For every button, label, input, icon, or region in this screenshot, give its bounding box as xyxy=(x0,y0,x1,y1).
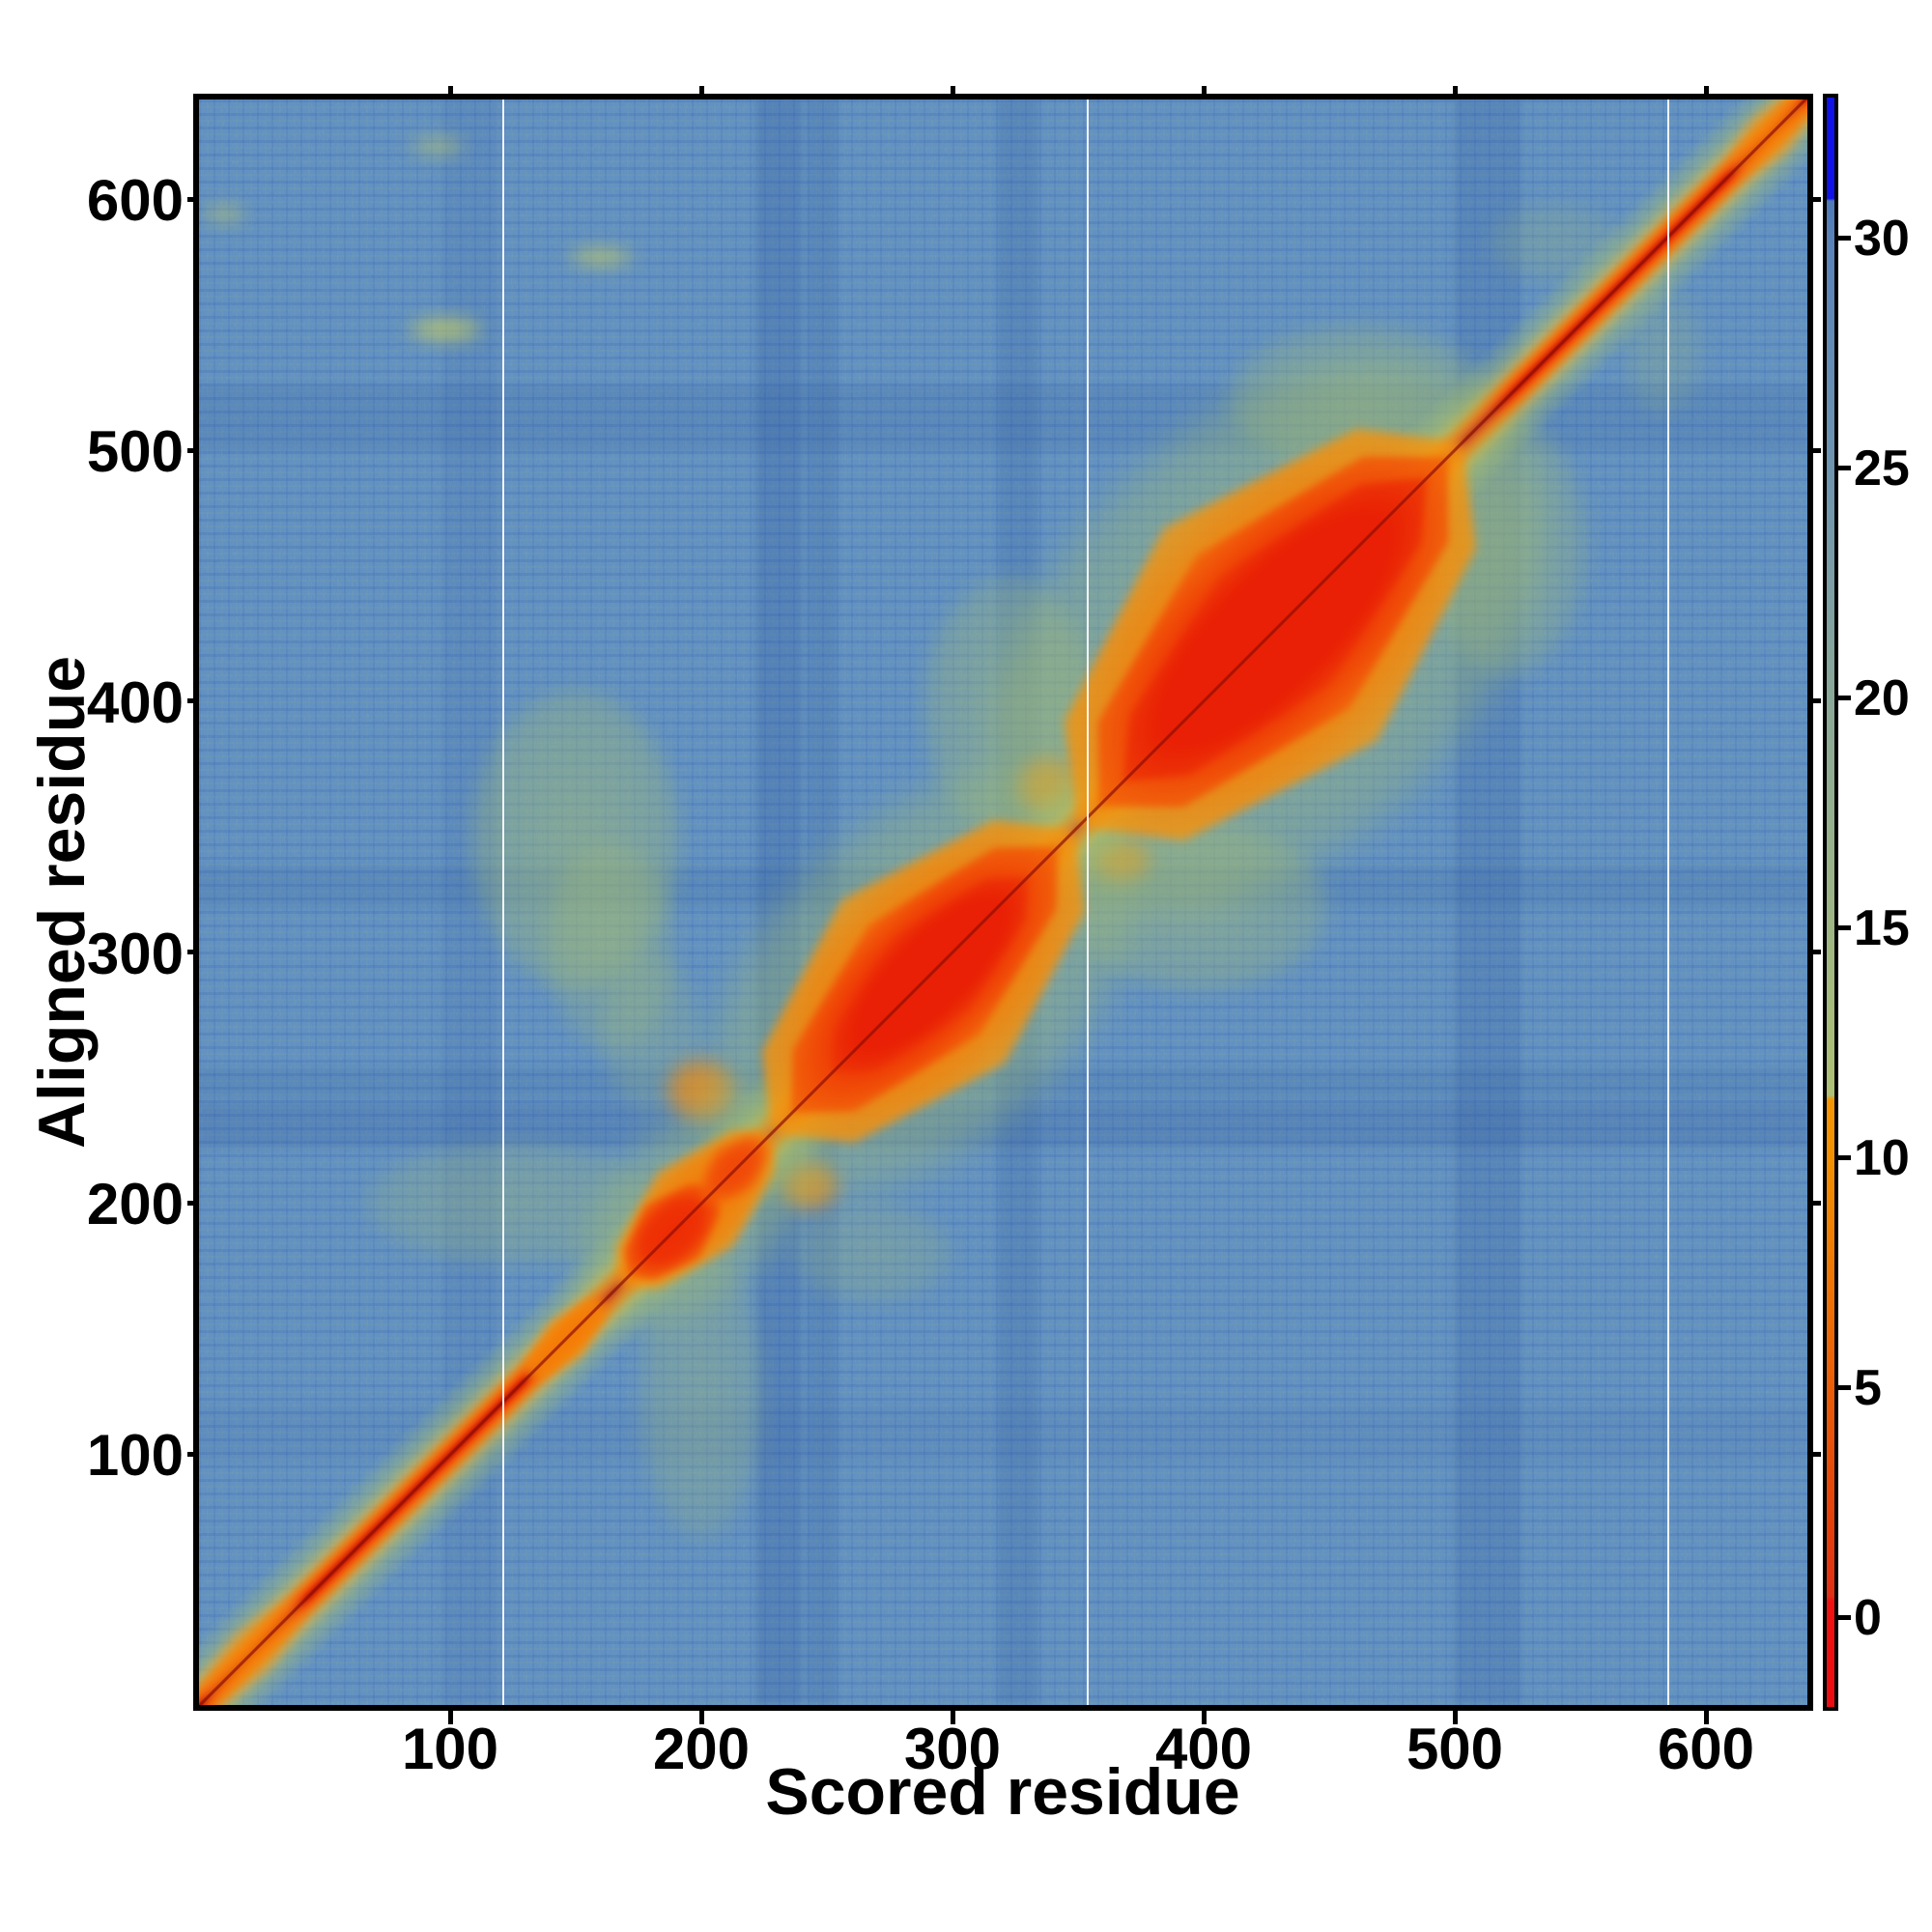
y-tick-label: 200 xyxy=(86,1172,184,1237)
colorbar-tick-label: 10 xyxy=(1854,1130,1910,1186)
green-smudge xyxy=(568,246,634,268)
x-tick-top xyxy=(1703,86,1709,94)
colorbar-tick-label: 15 xyxy=(1854,900,1910,956)
x-tick-top xyxy=(447,86,453,94)
x-tick-top xyxy=(950,86,955,94)
green-smudge xyxy=(407,317,483,343)
colorbar-tick xyxy=(1838,924,1851,930)
colorbar-tick xyxy=(1838,235,1851,241)
colorbar-tick-label: 0 xyxy=(1854,1590,1882,1646)
y-tick-left xyxy=(187,698,199,704)
x-tick-label: 200 xyxy=(652,1717,751,1781)
colorbar-tick xyxy=(1838,1154,1851,1160)
x-tick-label: 500 xyxy=(1406,1717,1504,1781)
x-tick-bottom xyxy=(447,1711,453,1724)
colorbar xyxy=(1823,94,1838,1711)
y-tick-right xyxy=(1813,1200,1821,1206)
white-gridline xyxy=(1087,99,1090,1705)
x-tick-bottom xyxy=(1703,1711,1709,1724)
x-tick-bottom xyxy=(698,1711,704,1724)
x-tick-label: 100 xyxy=(401,1717,499,1781)
x-tick-label: 400 xyxy=(1154,1717,1253,1781)
y-tick-label: 400 xyxy=(86,669,184,735)
colorbar-tick xyxy=(1838,465,1851,470)
y-tick-right xyxy=(1813,950,1821,955)
y-tick-left xyxy=(187,1451,199,1457)
y-tick-left xyxy=(187,950,199,955)
y-tick-right xyxy=(1813,1451,1821,1457)
green-smudge xyxy=(545,841,676,1053)
y-tick-label: 300 xyxy=(86,921,184,986)
x-tick-bottom xyxy=(950,1711,955,1724)
colorbar-tick-label: 5 xyxy=(1854,1360,1882,1416)
x-tick-bottom xyxy=(1452,1711,1458,1724)
colorbar-tick xyxy=(1838,1614,1851,1620)
green-smudge xyxy=(201,204,247,225)
x-tick-top xyxy=(1201,86,1207,94)
colorbar-tick xyxy=(1838,695,1851,700)
y-tick-right xyxy=(1813,698,1821,704)
green-smudge xyxy=(791,1203,952,1304)
y-tick-label: 600 xyxy=(86,168,184,234)
x-tick-top xyxy=(1452,86,1458,94)
y-tick-right xyxy=(1813,196,1821,202)
y-tick-label: 500 xyxy=(86,419,184,484)
green-smudge xyxy=(410,136,466,157)
x-axis-label: Scored residue xyxy=(765,1755,1240,1829)
heatmap-canvas xyxy=(199,99,1807,1705)
y-tick-left xyxy=(187,196,199,202)
colorbar-tick-label: 20 xyxy=(1854,670,1910,726)
colorbar-gradient xyxy=(1827,98,1834,1707)
y-tick-right xyxy=(1813,447,1821,453)
colorbar-tick-label: 30 xyxy=(1854,211,1910,267)
x-tick-label: 300 xyxy=(903,1717,1002,1781)
y-tick-label: 100 xyxy=(86,1423,184,1489)
white-gridline xyxy=(1667,99,1669,1705)
x-tick-label: 600 xyxy=(1657,1717,1755,1781)
x-tick-bottom xyxy=(1201,1711,1207,1724)
colorbar-tick xyxy=(1838,1384,1851,1390)
x-tick-top xyxy=(698,86,704,94)
y-tick-left xyxy=(187,447,199,453)
y-tick-left xyxy=(187,1200,199,1206)
colorbar-tick-label: 25 xyxy=(1854,440,1910,497)
green-smudge xyxy=(469,688,682,990)
white-gridline xyxy=(501,99,504,1705)
